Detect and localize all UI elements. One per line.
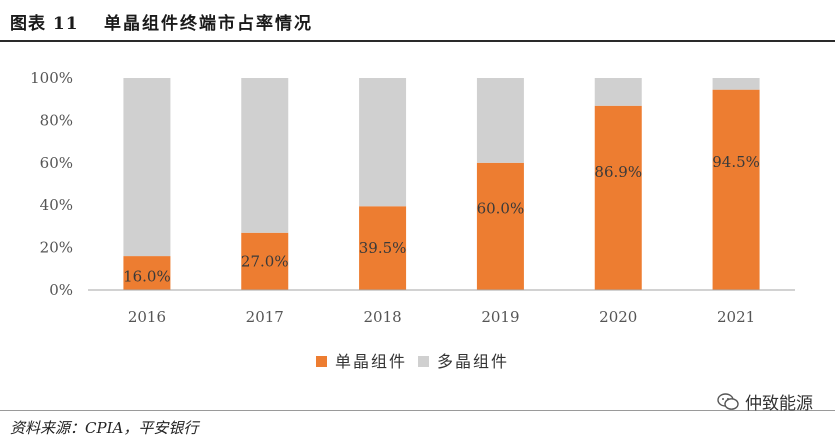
bars-group	[123, 78, 760, 291]
data-label: 16.0%	[123, 267, 171, 285]
stacked-bar-chart: 0%20%40%60%80%100% 2016 2017 2018 2019 2020 2…	[30, 69, 795, 371]
y-tick-label: 0%	[49, 281, 73, 299]
data-label: 39.5%	[359, 239, 407, 257]
legend-label-0: 单晶组件	[335, 352, 407, 371]
bar-mono-2016	[123, 256, 171, 290]
legend-swatch-1	[418, 356, 429, 367]
y-tick-label: 80%	[40, 111, 73, 129]
data-labels: 16.0% 27.0% 39.5% 60.0% 86.9% 94.5%	[123, 153, 760, 286]
bar-mono-2017	[241, 232, 289, 290]
bar-poly-2017	[241, 78, 289, 233]
data-label: 27.0%	[241, 252, 289, 270]
x-tick-label: 2016	[128, 308, 166, 326]
x-tick-label: 2017	[246, 308, 284, 326]
wechat-icon	[717, 392, 739, 410]
figure-title: 单晶组件终端市占率情况	[104, 14, 313, 34]
y-tick-label: 60%	[40, 154, 73, 172]
legend-swatch-0	[316, 356, 327, 367]
bar-poly-2021	[712, 78, 760, 90]
data-label: 60.0%	[477, 200, 525, 218]
figure-number: 图表 11	[10, 14, 79, 34]
bar-poly-2016	[123, 78, 171, 257]
figure-footer: 资料来源：CPIA，平安银行 仲致能源	[0, 392, 835, 448]
watermark: 仲致能源	[717, 389, 813, 414]
bar-mono-2020	[594, 105, 642, 291]
y-tick-label: 100%	[30, 69, 73, 87]
bar-poly-2020	[594, 78, 642, 106]
x-tick-label: 2019	[481, 308, 519, 326]
data-label: 86.9%	[594, 163, 642, 181]
x-axis-ticks: 2016 2017 2018 2019 2020 2021	[128, 308, 755, 326]
x-tick-label: 2020	[599, 308, 637, 326]
x-tick-label: 2021	[717, 308, 755, 326]
bar-poly-2019	[476, 78, 524, 163]
y-axis-ticks: 0% 20% 40% 60% 80% 100%	[30, 69, 73, 299]
bar-poly-2018	[359, 78, 407, 207]
bar-mono-2021	[712, 89, 760, 290]
source-note: 资料来源：CPIA，平安银行	[10, 419, 199, 437]
legend: 单晶组件 多晶组件	[316, 352, 509, 371]
y-tick-label: 20%	[40, 239, 73, 257]
watermark-text: 仲致能源	[745, 394, 813, 414]
legend-label-1: 多晶组件	[437, 352, 509, 371]
bar-mono-2019	[476, 162, 524, 290]
data-label: 94.5%	[712, 153, 760, 171]
bar-mono-2018	[359, 206, 407, 290]
y-tick-label: 40%	[40, 196, 73, 214]
x-tick-label: 2018	[363, 308, 401, 326]
figure-header: 图表 11 单晶组件终端市占率情况	[0, 0, 835, 42]
